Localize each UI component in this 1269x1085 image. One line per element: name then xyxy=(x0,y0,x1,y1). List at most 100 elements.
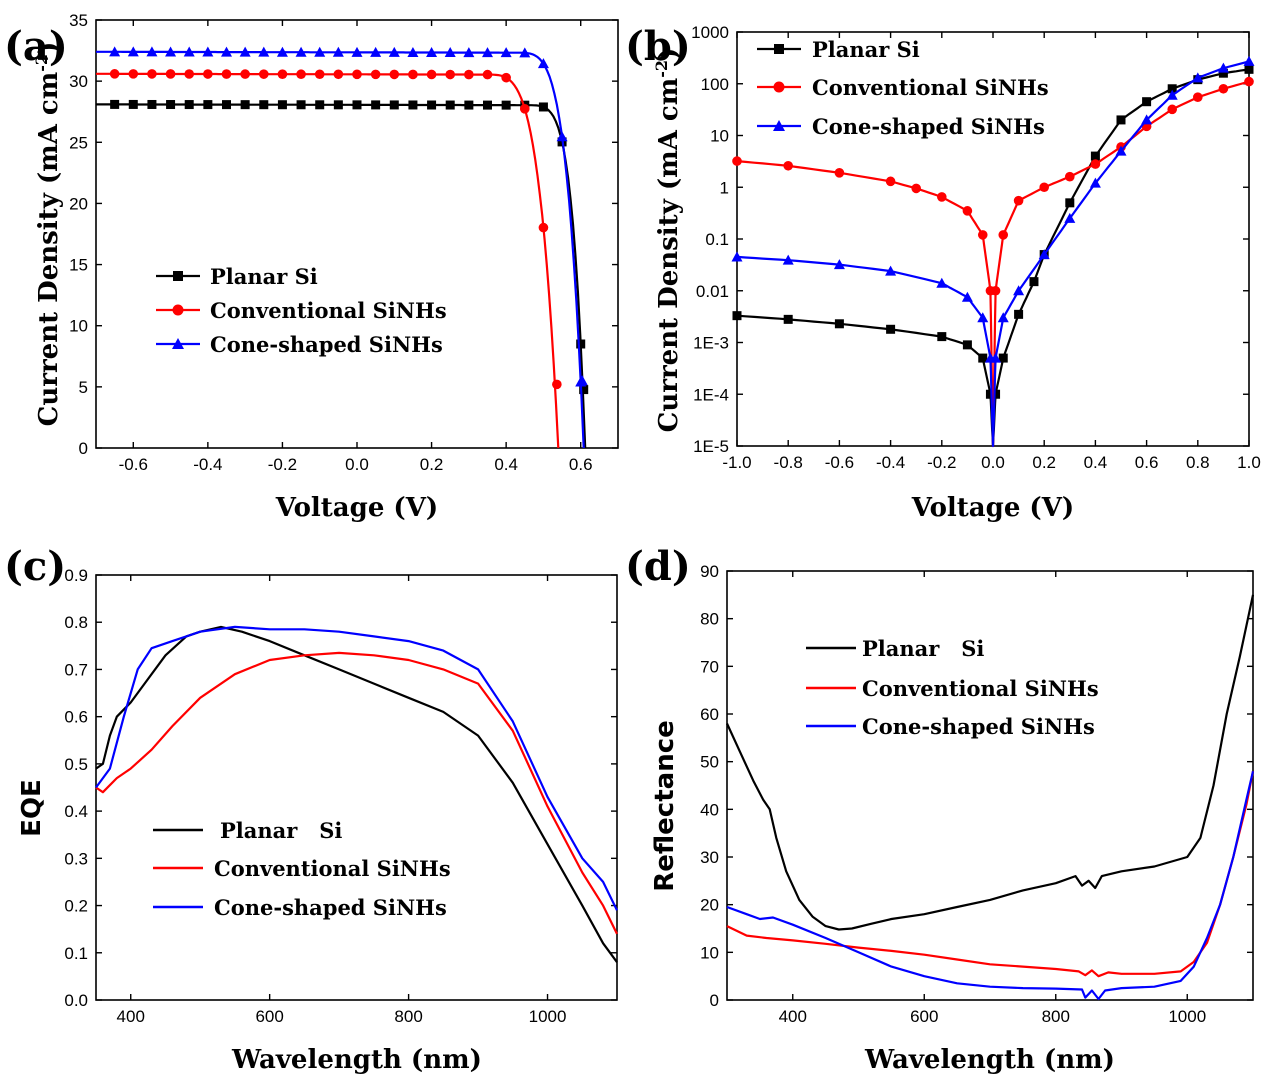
data-point-conventional-sinhs xyxy=(1218,83,1229,94)
x-tick-label: 400 xyxy=(117,1007,145,1026)
panel-b-legend: Planar Si Conventional SiNHs Cone-shaped… xyxy=(757,37,1049,139)
data-point-conventional-sinhs xyxy=(426,69,437,80)
panel-d: (d) 400 600 800 1000 0 10 20 30 40 50 60 70 80 90 Wav… xyxy=(625,543,1255,1075)
data-point-cone-shaped-sinhs xyxy=(1192,72,1204,83)
data-point-cone-shaped-sinhs xyxy=(537,58,549,69)
data-point-planar-si xyxy=(128,99,138,109)
data-point-cone-shaped-sinhs xyxy=(109,46,121,57)
data-point-cone-shaped-sinhs xyxy=(990,352,1002,363)
data-point-cone-shaped-sinhs xyxy=(165,46,177,57)
y-tick-label: 10 xyxy=(69,317,88,336)
data-point-planar-si xyxy=(886,324,896,334)
data-point-cone-shaped-sinhs xyxy=(997,312,1009,323)
series-line-cone-shaped-sinhs xyxy=(96,50,585,449)
data-point-cone-shaped-sinhs xyxy=(239,46,251,57)
panel-d-series xyxy=(725,594,1255,1001)
data-point-conventional-sinhs xyxy=(885,176,896,187)
y-tick-label: 80 xyxy=(700,610,719,629)
y-tick-label: 35 xyxy=(69,11,88,30)
panel-d-ticks: 400 600 800 1000 0 10 20 30 40 50 60 70 80 90 xyxy=(700,562,1253,1026)
y-tick-label: 0.0 xyxy=(64,991,88,1010)
panel-a-ylabel: Current Density (mA cm-2) xyxy=(32,42,64,427)
data-point-planar-si xyxy=(937,332,947,342)
data-point-conventional-sinhs xyxy=(109,69,120,79)
x-tick-label: -0.2 xyxy=(927,453,956,472)
data-point-planar-si xyxy=(834,319,844,329)
panel-a-label: (a) xyxy=(4,23,68,70)
legend-label-conventional-sinhs: Conventional SiNHs xyxy=(210,298,447,323)
legend-label-conventional-sinhs: Conventional SiNHs xyxy=(862,676,1099,701)
legend-label-cone-shaped-sinhs: Cone-shaped SiNHs xyxy=(862,714,1095,739)
y-tick-label: 0.01 xyxy=(696,282,729,301)
panel-d-legend: Planar Si Conventional SiNHs Cone-shaped… xyxy=(806,636,1099,739)
data-point-planar-si xyxy=(1014,309,1024,319)
data-point-cone-shaped-sinhs xyxy=(426,47,438,58)
data-point-planar-si xyxy=(1167,84,1177,94)
data-point-cone-shaped-sinhs xyxy=(833,259,845,270)
y-tick-label: 10 xyxy=(710,127,729,146)
data-point-planar-si xyxy=(1065,198,1075,208)
panel-b: (b) -1.0 -0.8 -0.6 -0.4 -0.2 0.0 0.2 0.4 0.6 0.8 1… xyxy=(625,23,1261,523)
data-point-conventional-sinhs xyxy=(258,69,269,79)
x-tick-label: 400 xyxy=(779,1007,807,1026)
panel-c-ylabel: EQE xyxy=(17,779,47,837)
data-point-planar-si xyxy=(277,100,287,110)
data-point-conventional-sinhs xyxy=(370,69,381,80)
data-point-cone-shaped-sinhs xyxy=(276,46,288,57)
y-tick-label: 20 xyxy=(700,896,719,915)
data-point-planar-si xyxy=(315,100,325,110)
data-point-cone-shaped-sinhs xyxy=(482,47,493,58)
data-point-conventional-sinhs xyxy=(937,192,947,202)
legend-marker-triangle xyxy=(172,338,184,349)
x-tick-label: -0.6 xyxy=(119,455,148,474)
legend-label-planar-si: Planar Si xyxy=(812,37,920,62)
panel-a-plot-area xyxy=(95,19,619,449)
legend-label-planar-si: Planar Si xyxy=(862,636,984,661)
x-tick-label: -0.8 xyxy=(774,453,803,472)
data-point-planar-si xyxy=(538,102,548,112)
legend-label-cone-shaped-sinhs: Cone-shaped SiNHs xyxy=(210,332,443,357)
data-point-conventional-sinhs xyxy=(165,69,176,79)
y-tick-label: 0 xyxy=(710,991,719,1010)
y-tick-label: 0.2 xyxy=(64,897,88,916)
data-point-cone-shaped-sinhs xyxy=(885,265,897,276)
data-point-conventional-sinhs xyxy=(911,183,921,194)
x-tick-label: 600 xyxy=(910,1007,938,1026)
y-tick-label: 0.8 xyxy=(64,613,88,632)
x-tick-label: 0.0 xyxy=(981,453,1005,472)
data-point-conventional-sinhs xyxy=(1039,182,1049,193)
data-point-cone-shaped-sinhs xyxy=(1089,177,1101,188)
data-point-planar-si xyxy=(732,311,742,321)
data-point-conventional-sinhs xyxy=(408,69,418,80)
y-tick-label: 0.1 xyxy=(705,230,729,249)
panel-a-series xyxy=(96,46,589,449)
legend-label-conventional-sinhs: Conventional SiNHs xyxy=(214,856,451,881)
x-tick-label: -0.4 xyxy=(193,455,222,474)
data-point-cone-shaped-sinhs xyxy=(731,251,743,262)
data-point-planar-si xyxy=(1218,68,1228,78)
data-point-cone-shaped-sinhs xyxy=(183,46,195,57)
panel-d-plot-area xyxy=(726,570,1254,1001)
data-point-cone-shaped-sinhs xyxy=(500,47,512,58)
series-line-cone-shaped-sinhs xyxy=(726,770,1255,1001)
data-point-conventional-sinhs xyxy=(834,168,845,178)
panel-a-xlabel: Voltage (V) xyxy=(275,493,438,523)
data-point-conventional-sinhs xyxy=(519,104,530,114)
x-tick-label: -0.2 xyxy=(268,455,297,474)
data-point-planar-si xyxy=(1244,64,1254,74)
data-point-cone-shaped-sinhs xyxy=(407,46,419,57)
y-tick-label: 0 xyxy=(79,439,88,458)
panel-c-legend: Planar Si Conventional SiNHs Cone-shaped… xyxy=(153,818,451,920)
data-point-conventional-sinhs xyxy=(147,69,157,79)
series-line-planar-si xyxy=(736,68,1250,448)
data-point-planar-si xyxy=(579,385,589,395)
data-point-cone-shaped-sinhs xyxy=(576,375,588,386)
data-point-conventional-sinhs xyxy=(1065,171,1075,182)
data-point-cone-shaped-sinhs xyxy=(351,46,363,57)
data-point-conventional-sinhs xyxy=(482,69,493,80)
y-tick-label: 50 xyxy=(700,753,719,772)
data-point-cone-shaped-sinhs xyxy=(977,312,989,323)
series-line-conventional-sinhs xyxy=(95,651,618,935)
data-point-planar-si xyxy=(408,100,418,110)
